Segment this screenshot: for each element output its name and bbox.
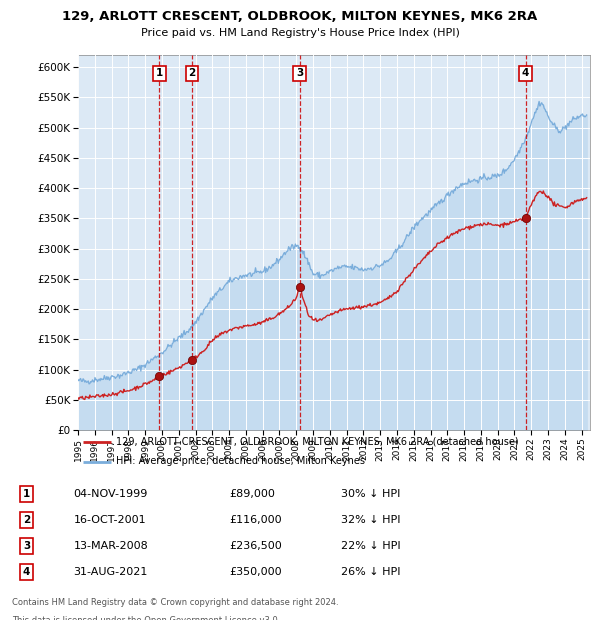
Text: 4: 4 xyxy=(23,567,30,577)
Text: £350,000: £350,000 xyxy=(229,567,282,577)
Text: HPI: Average price, detached house, Milton Keynes: HPI: Average price, detached house, Milt… xyxy=(116,456,365,466)
Text: 26% ↓ HPI: 26% ↓ HPI xyxy=(341,567,401,577)
Text: £116,000: £116,000 xyxy=(229,515,282,525)
Text: 32% ↓ HPI: 32% ↓ HPI xyxy=(341,515,401,525)
Text: 129, ARLOTT CRESCENT, OLDBROOK, MILTON KEYNES, MK6 2RA: 129, ARLOTT CRESCENT, OLDBROOK, MILTON K… xyxy=(62,10,538,23)
Text: 16-OCT-2001: 16-OCT-2001 xyxy=(74,515,146,525)
Text: £89,000: £89,000 xyxy=(229,489,275,498)
Text: This data is licensed under the Open Government Licence v3.0.: This data is licensed under the Open Gov… xyxy=(12,616,280,620)
Text: £236,500: £236,500 xyxy=(229,541,282,551)
Text: Price paid vs. HM Land Registry's House Price Index (HPI): Price paid vs. HM Land Registry's House … xyxy=(140,28,460,38)
Text: 2: 2 xyxy=(23,515,30,525)
Text: 30% ↓ HPI: 30% ↓ HPI xyxy=(341,489,401,498)
Text: 31-AUG-2021: 31-AUG-2021 xyxy=(74,567,148,577)
Text: 1: 1 xyxy=(155,68,163,78)
Text: 1: 1 xyxy=(23,489,30,498)
Text: 2: 2 xyxy=(188,68,196,78)
Text: 3: 3 xyxy=(23,541,30,551)
Text: Contains HM Land Registry data © Crown copyright and database right 2024.: Contains HM Land Registry data © Crown c… xyxy=(12,598,338,607)
Text: 3: 3 xyxy=(296,68,303,78)
Text: 4: 4 xyxy=(522,68,529,78)
Text: 129, ARLOTT CRESCENT, OLDBROOK, MILTON KEYNES, MK6 2RA (detached house): 129, ARLOTT CRESCENT, OLDBROOK, MILTON K… xyxy=(116,436,519,447)
Text: 04-NOV-1999: 04-NOV-1999 xyxy=(74,489,148,498)
Text: 22% ↓ HPI: 22% ↓ HPI xyxy=(341,541,401,551)
Text: 13-MAR-2008: 13-MAR-2008 xyxy=(74,541,148,551)
